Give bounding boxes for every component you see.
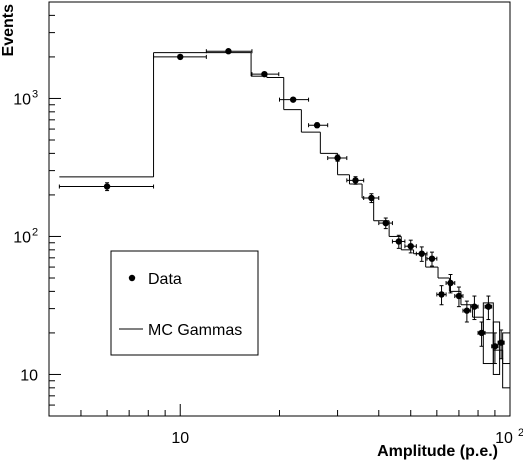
x-axis-label: Amplitude (p.e.) bbox=[377, 443, 498, 460]
data-point bbox=[447, 279, 454, 287]
data-point bbox=[455, 292, 463, 300]
data-point bbox=[491, 343, 499, 350]
y-axis-label: Events bbox=[0, 4, 17, 57]
data-point bbox=[225, 48, 232, 55]
data-point bbox=[395, 238, 402, 245]
y-tick-label-exponent: 3 bbox=[32, 88, 38, 100]
x-tick-label: 10 bbox=[171, 430, 189, 447]
data-point bbox=[352, 177, 359, 184]
data-point bbox=[438, 291, 445, 298]
data-point bbox=[471, 303, 478, 310]
plot-frame bbox=[48, 1, 511, 417]
data-point bbox=[368, 194, 375, 202]
legend-data-marker bbox=[128, 274, 136, 282]
data-point bbox=[478, 329, 485, 337]
x-tick-label: 10 bbox=[495, 430, 513, 447]
data-point bbox=[334, 154, 341, 162]
y-tick-label: 10 bbox=[13, 91, 31, 108]
data-point bbox=[497, 339, 505, 346]
data-point bbox=[428, 255, 436, 262]
y-tick-label-exponent: 2 bbox=[32, 226, 38, 238]
legend-box bbox=[110, 250, 259, 356]
y-tick-label: 10 bbox=[13, 229, 31, 246]
data-point bbox=[261, 70, 268, 78]
data-point bbox=[103, 183, 111, 190]
data-point bbox=[289, 96, 297, 103]
data-points-layer bbox=[58, 48, 505, 365]
data-point bbox=[463, 307, 471, 314]
data-point bbox=[382, 219, 389, 227]
x-tick-label-exponent: 2 bbox=[518, 427, 523, 439]
data-point bbox=[177, 53, 184, 61]
data-point bbox=[313, 122, 321, 129]
data-point bbox=[485, 303, 492, 310]
data-point bbox=[407, 242, 414, 250]
data-point bbox=[418, 250, 425, 257]
y-tick-label: 10 bbox=[20, 367, 38, 384]
legend-mc-label: MC Gammas bbox=[148, 322, 242, 339]
legend: Data MC Gammas bbox=[110, 250, 259, 356]
ticks-layer bbox=[48, 1, 511, 417]
legend-data-label: Data bbox=[148, 271, 182, 288]
